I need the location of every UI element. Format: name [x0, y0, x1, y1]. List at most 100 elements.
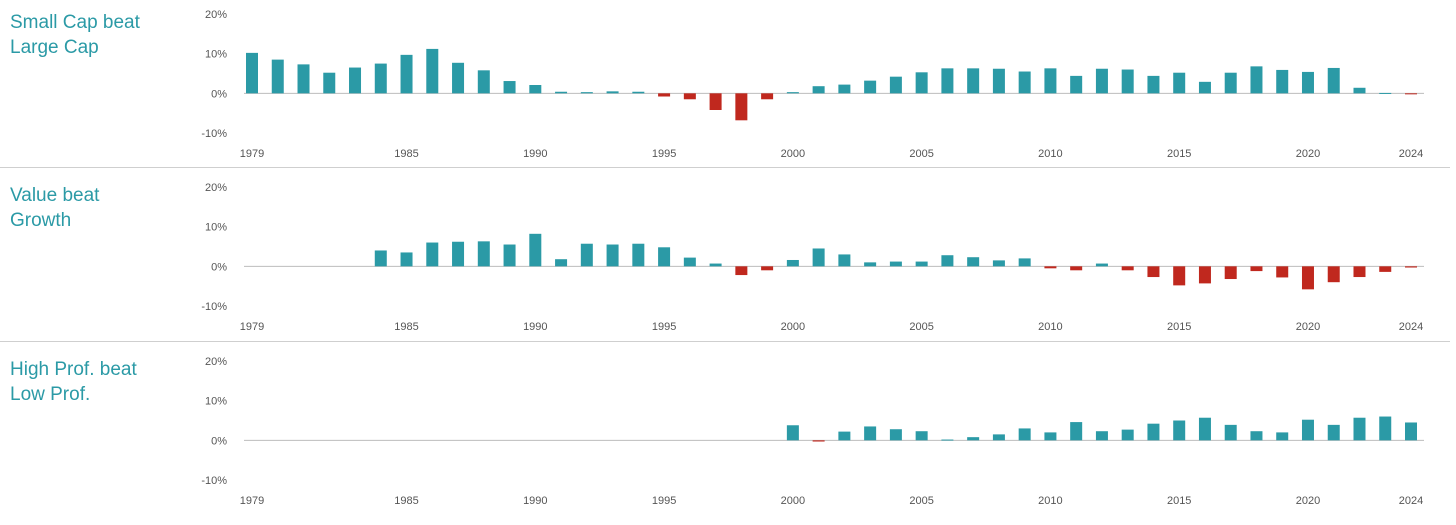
y-tick-label: -10% [201, 475, 227, 487]
bar-1995 [658, 247, 671, 267]
profitability-panel: High Prof. beat Low Prof. 20% 10% 0% -10% 19… [0, 347, 1456, 517]
bar-2008 [992, 68, 1005, 94]
bar-2010 [1044, 68, 1057, 94]
bar-2007 [967, 68, 980, 94]
x-tick-label: 2005 [909, 148, 933, 160]
small-cap-panel: Small Cap beat Large Cap 20% 10% 0% -10% 197… [0, 0, 1456, 170]
bar-2014 [1147, 75, 1160, 94]
bar-1990 [529, 233, 542, 267]
bar-2021 [1327, 424, 1340, 441]
bar-1986 [426, 48, 439, 94]
panel-title: Value beat Growth [10, 183, 99, 233]
bar-1981 [297, 64, 310, 94]
bar-2012 [1095, 431, 1108, 441]
bar-2001 [812, 248, 825, 267]
bar-2024 [1405, 422, 1417, 441]
bar-2016 [1198, 417, 1211, 441]
small-cap-chart: 20% 10% 0% -10% 1979 1985 1990 1995 2000 2005 2010… [201, 9, 1424, 160]
x-tick-label: 2020 [1296, 495, 1320, 507]
bar-1998 [735, 93, 748, 121]
bar-2000 [786, 92, 799, 94]
bar-2013 [1121, 429, 1134, 441]
bar-2006 [941, 439, 954, 441]
bar-2018 [1250, 266, 1263, 272]
x-tick-label: 1985 [394, 148, 418, 160]
bar-2009 [1018, 71, 1031, 94]
value-chart: 20% 10% 0% -10% 1979 1985 1990 1995 2000 2005 2010… [201, 182, 1424, 333]
bar-1984 [374, 250, 387, 267]
bar-2009 [1018, 258, 1031, 267]
bar-2007 [967, 257, 980, 267]
x-tick-label: 2000 [781, 321, 805, 333]
y-tick-label: 20% [205, 356, 227, 368]
bar-2011 [1070, 266, 1083, 271]
x-tick-label: 2010 [1038, 495, 1062, 507]
bar-2002 [838, 84, 851, 94]
x-tick-label: 2010 [1038, 148, 1062, 160]
bar-1996 [683, 257, 696, 267]
bar-2017 [1224, 424, 1237, 441]
bar-1986 [426, 242, 439, 267]
bar-2022 [1353, 266, 1366, 278]
bar-2021 [1327, 67, 1340, 94]
x-tick-label: 1995 [652, 321, 676, 333]
y-tick-label: 0% [211, 435, 227, 447]
bar-2012 [1095, 68, 1108, 94]
bar-2004 [889, 76, 902, 94]
bar-2001 [812, 440, 825, 442]
bar-2010 [1044, 266, 1057, 269]
x-tick-label: 2015 [1167, 495, 1191, 507]
bar-2018 [1250, 431, 1263, 441]
x-tick-label: 2020 [1296, 321, 1320, 333]
x-tick-label: 1985 [394, 495, 418, 507]
x-tick-label: 1995 [652, 495, 676, 507]
bar-2024 [1405, 266, 1417, 268]
bar-2006 [941, 68, 954, 94]
bar-2000 [786, 425, 799, 441]
x-tick-label: 2024 [1399, 321, 1423, 333]
bar-2024 [1405, 93, 1417, 95]
x-tick-label: 1985 [394, 321, 418, 333]
bar-2014 [1147, 423, 1160, 441]
bar-2010 [1044, 432, 1057, 441]
bar-2019 [1276, 266, 1289, 278]
bar-2002 [838, 254, 851, 267]
x-tick-label: 2024 [1399, 148, 1423, 160]
bar-2014 [1147, 266, 1160, 278]
panel-title: High Prof. beat Low Prof. [10, 357, 137, 407]
x-tick-label: 2000 [781, 148, 805, 160]
x-tick-label: 2010 [1038, 321, 1062, 333]
bar-2003 [864, 262, 877, 267]
y-tick-label: 20% [205, 9, 227, 21]
bar-1985 [400, 54, 413, 94]
bar-1989 [503, 81, 516, 94]
bar-1983 [349, 67, 362, 94]
bar-2022 [1353, 417, 1366, 441]
panel-title-line-1: High Prof. beat [10, 359, 137, 380]
bar-2005 [915, 431, 928, 441]
bar-1993 [606, 244, 619, 267]
x-tick-label: 2020 [1296, 148, 1320, 160]
bar-1987 [452, 62, 465, 94]
panel-title-line-1: Value beat [10, 185, 100, 206]
x-tick-label: 1990 [523, 148, 547, 160]
bar-2017 [1224, 72, 1237, 94]
bar-2007 [967, 437, 980, 441]
bar-2004 [889, 261, 902, 267]
panel-title-line-1: Small Cap beat [10, 12, 140, 33]
bar-1990 [529, 85, 542, 94]
bar-2001 [812, 86, 825, 94]
y-tick-label: 10% [205, 396, 227, 408]
bar-2019 [1276, 432, 1289, 441]
bar-1996 [683, 93, 696, 100]
x-tick-label: 2024 [1399, 495, 1423, 507]
bar-2023 [1379, 266, 1392, 272]
bar-2013 [1121, 266, 1134, 271]
value-panel: Value beat Growth 20% 10% 0% -10% 1979 1985 19… [0, 173, 1456, 343]
bar-2000 [786, 259, 799, 267]
bar-1992 [580, 243, 593, 267]
panel-title: Small Cap beat Large Cap [10, 10, 140, 60]
profitability-chart: 20% 10% 0% -10% 1979 1985 1990 1995 2000 2005 2010… [201, 356, 1424, 507]
bar-1995 [658, 93, 671, 97]
bar-1980 [271, 59, 284, 94]
